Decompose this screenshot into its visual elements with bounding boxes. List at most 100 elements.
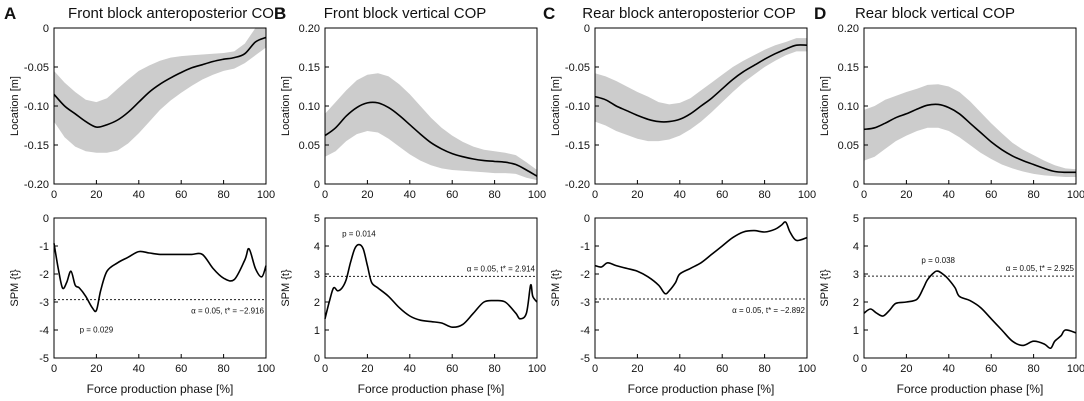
- xtick-label-A: 80: [217, 189, 229, 201]
- spm-line-A: [53, 243, 267, 313]
- ytick-label-D: 1: [853, 325, 859, 337]
- ytick-label-B: 0.10: [299, 101, 320, 113]
- xtick-label-C: 80: [758, 189, 770, 201]
- xtick-label-A: 40: [133, 363, 145, 375]
- ytick-label-C: -5: [580, 353, 590, 365]
- ytick-label-A: -5: [39, 353, 49, 365]
- ytick-label-D: 0.15: [838, 62, 859, 74]
- panel-title-C: Rear block anteroposterior COP: [582, 5, 795, 22]
- threshold-label-B: α = 0.05, t* = 2.914: [467, 264, 536, 273]
- xtick-label-D: 80: [1027, 189, 1039, 201]
- xtick-label-B: 80: [488, 189, 500, 201]
- ytick-label-C: -2: [580, 269, 590, 281]
- panel-letter-C: C: [543, 4, 555, 23]
- xtick-label-A: 40: [133, 189, 145, 201]
- xtick-label-A: 20: [90, 363, 102, 375]
- xtick-label-C: 0: [592, 189, 598, 201]
- spm-line-D: [863, 270, 1077, 350]
- threshold-label-D: α = 0.05, t* = 2.925: [1006, 264, 1075, 273]
- ytick-label-D: 0.05: [838, 140, 859, 152]
- ylabel-C: Location [m]: [550, 76, 562, 136]
- xtick-label-B: 60: [446, 363, 458, 375]
- ytick-label-A: 0: [43, 23, 49, 35]
- xtick-label-A: 80: [217, 363, 229, 375]
- xtick-label-D: 40: [943, 363, 955, 375]
- ytick-label-B: 0: [314, 353, 320, 365]
- xtick-label-B: 80: [488, 363, 500, 375]
- spm-line-C: [594, 221, 808, 295]
- xtick-label-C: 20: [631, 363, 643, 375]
- xlabel-B: Force production phase [%]: [358, 382, 505, 396]
- xtick-label-C: 0: [592, 363, 598, 375]
- ytick-label-C: -0.05: [565, 62, 590, 74]
- xtick-label-B: 100: [528, 189, 546, 201]
- ytick-label-A: -3: [39, 297, 49, 309]
- ytick-label-B: 3: [314, 269, 320, 281]
- axes-frame-B: [324, 217, 538, 359]
- ylabel-D: SPM {t}: [819, 269, 831, 307]
- panel-letter-D: D: [814, 4, 826, 23]
- ytick-label-C: -3: [580, 297, 590, 309]
- ytick-label-B: 0: [314, 179, 320, 191]
- ytick-label-A: -0.15: [24, 140, 49, 152]
- mean-line-B: [324, 101, 538, 177]
- xtick-label-B: 20: [361, 363, 373, 375]
- sd-band-D: [864, 84, 1076, 177]
- xtick-label-D: 0: [861, 363, 867, 375]
- ytick-label-B: 4: [314, 241, 320, 253]
- ytick-label-C: -4: [580, 325, 590, 337]
- p-value-label-D: p = 0.038: [921, 256, 955, 265]
- xtick-label-A: 100: [257, 363, 275, 375]
- axes-frame-A: [53, 217, 267, 359]
- xtick-label-C: 40: [674, 189, 686, 201]
- xtick-label-A: 60: [175, 189, 187, 201]
- ytick-label-B: 1: [314, 325, 320, 337]
- ylabel-C: SPM {t}: [550, 269, 562, 307]
- ytick-label-D: 4: [853, 241, 859, 253]
- ytick-label-C: 0: [584, 213, 590, 225]
- ytick-label-D: 2: [853, 297, 859, 309]
- xtick-label-B: 60: [446, 189, 458, 201]
- ytick-label-D: 0.20: [838, 23, 859, 35]
- xtick-label-C: 40: [674, 363, 686, 375]
- mean-line-D: [863, 103, 1077, 174]
- xtick-label-C: 100: [798, 189, 816, 201]
- xlabel-A: Force production phase [%]: [87, 382, 234, 396]
- xtick-label-C: 100: [798, 363, 816, 375]
- xtick-label-A: 0: [51, 363, 57, 375]
- xtick-label-A: 20: [90, 189, 102, 201]
- axes-frame-D: [863, 217, 1077, 359]
- ytick-label-D: 0: [853, 179, 859, 191]
- ytick-label-B: 5: [314, 213, 320, 225]
- ytick-label-B: 0.05: [299, 140, 320, 152]
- ytick-label-A: -0.05: [24, 62, 49, 74]
- xtick-label-D: 40: [943, 189, 955, 201]
- ytick-label-A: -1: [39, 241, 49, 253]
- panel-letter-A: A: [4, 4, 16, 23]
- xtick-label-C: 80: [758, 363, 770, 375]
- threshold-label-C: α = 0.05, t* = −2.892: [732, 306, 805, 315]
- sd-band-B: [325, 73, 537, 181]
- sd-band-A: [54, 28, 266, 153]
- ytick-label-D: 3: [853, 269, 859, 281]
- spm-line-B: [324, 243, 538, 329]
- xtick-label-B: 20: [361, 189, 373, 201]
- xtick-label-D: 20: [900, 363, 912, 375]
- xtick-label-D: 60: [985, 363, 997, 375]
- ytick-label-C: -1: [580, 241, 590, 253]
- xtick-label-C: 60: [716, 189, 728, 201]
- xtick-label-B: 0: [322, 189, 328, 201]
- panel-title-D: Rear block vertical COP: [855, 5, 1015, 22]
- ytick-label-A: -4: [39, 325, 49, 337]
- ylabel-D: Location [m]: [819, 76, 831, 136]
- ytick-label-B: 0.15: [299, 62, 320, 74]
- panel-letter-B: B: [274, 4, 286, 23]
- ytick-label-C: -0.20: [565, 179, 590, 191]
- xtick-label-B: 0: [322, 363, 328, 375]
- ytick-label-C: -0.15: [565, 140, 590, 152]
- ytick-label-A: -0.20: [24, 179, 49, 191]
- xtick-label-D: 20: [900, 189, 912, 201]
- xtick-label-D: 100: [1067, 189, 1084, 201]
- panel-title-B: Front block vertical COP: [324, 5, 487, 22]
